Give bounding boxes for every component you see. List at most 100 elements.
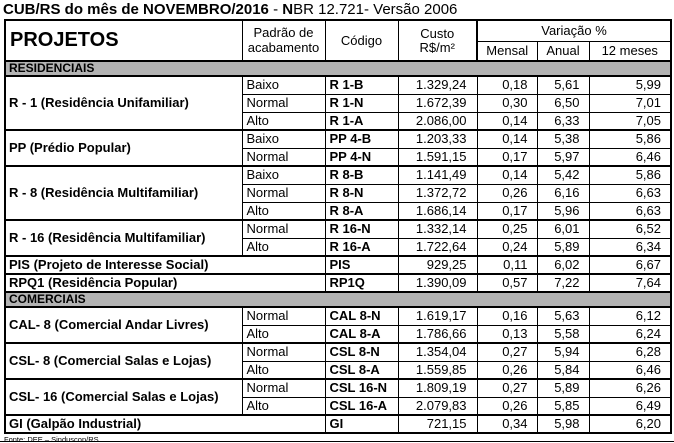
- padrao-cell: Normal: [241, 219, 326, 239]
- page-title: CUB/RS do mês de NOVEMBRO/2016 - NBR 12.…: [0, 0, 674, 19]
- codigo-cell: CSL 16-A: [324, 396, 399, 416]
- 12meses-cell: 5,86: [588, 165, 672, 185]
- codigo-cell: R 8-N: [324, 183, 399, 203]
- mensal-cell: 0,27: [476, 342, 538, 362]
- 12meses-cell: 6,63: [588, 183, 672, 203]
- padrao-cell: Alto: [241, 324, 326, 344]
- mensal-cell: 0,16: [476, 306, 538, 326]
- codigo-cell: PP 4-N: [324, 147, 399, 167]
- mensal-cell: 0,14: [476, 165, 538, 185]
- anual-cell: 5,84: [536, 360, 590, 380]
- custo-cell: 1.141,49: [397, 165, 478, 185]
- custo-cell: 1.559,85: [397, 360, 478, 380]
- anual-cell: 5,38: [536, 129, 590, 149]
- column-header-projetos: PROJETOS: [4, 19, 243, 62]
- codigo-cell: PIS: [324, 255, 399, 275]
- column-header-anual: Anual: [536, 40, 590, 62]
- project-name: R - 1 (Residência Unifamiliar): [4, 75, 243, 131]
- custo-cell: 1.686,14: [397, 201, 478, 221]
- codigo-cell: CAL 8-A: [324, 324, 399, 344]
- custo-cell: 2.079,83: [397, 396, 478, 416]
- column-header-mensal: Mensal: [476, 40, 538, 62]
- anual-cell: 5,58: [536, 324, 590, 344]
- padrao-cell: Alto: [241, 396, 326, 416]
- source-note: Fonte: DEE – Sinduscon/RS: [4, 435, 99, 443]
- codigo-cell: R 1-A: [324, 111, 399, 131]
- bottom-divider: [0, 441, 674, 442]
- table-row: R - 8 (Residência Multifamiliar) Baixo R…: [4, 165, 672, 221]
- table-row: Normal R 8-N 1.372,72 0,26 6,16 6,63: [5, 183, 672, 203]
- project-name: PP (Prédio Popular): [4, 129, 243, 167]
- codigo-cell: R 16-A: [324, 237, 399, 257]
- padrao-cell: Normal: [241, 342, 326, 362]
- codigo-cell: GI: [324, 414, 399, 434]
- project-name: CSL- 16 (Comercial Salas e Lojas): [4, 378, 243, 416]
- title-bold-n: N: [282, 1, 294, 18]
- mensal-cell: 0,24: [476, 237, 538, 257]
- project-name: RPQ1 (Residência Popular): [4, 273, 326, 293]
- title-regular-text: BR 12.721- Versão 2006: [293, 1, 458, 18]
- anual-cell: 5,63: [536, 306, 590, 326]
- mensal-cell: 0,11: [476, 255, 538, 275]
- custo-cell: 1.329,24: [397, 75, 478, 95]
- mensal-cell: 0,26: [476, 396, 538, 416]
- table-row: R - 16 (Residência Multifamiliar) Normal…: [4, 219, 672, 257]
- 12meses-cell: 6,34: [588, 237, 672, 257]
- table-row: R - 1 (Residência Unifamiliar) Baixo R 1…: [4, 75, 672, 131]
- table-header: PROJETOS Padrão de acabamento Código Cus…: [4, 19, 672, 62]
- custo-header-line1: Custo: [420, 25, 455, 41]
- custo-cell: 2.086,00: [397, 111, 478, 131]
- codigo-cell: RP1Q: [324, 273, 399, 293]
- anual-cell: 6,01: [536, 219, 590, 239]
- custo-cell: 1.203,33: [397, 129, 478, 149]
- table-row: Normal R 1-N 1.672,39 0,30 6,50 7,01: [5, 93, 672, 113]
- table-row: GI (Galpão Industrial) GI 721,15 0,34 5,…: [4, 414, 672, 434]
- anual-cell: 6,02: [536, 255, 590, 275]
- anual-cell: 5,85: [536, 396, 590, 416]
- section-label: RESIDENCIAIS: [4, 60, 672, 77]
- mensal-cell: 0,18: [476, 75, 538, 95]
- custo-cell: 1.390,09: [397, 273, 478, 293]
- table-row: Normal PP 4-N 1.591,15 0,17 5,97 6,46: [5, 147, 672, 167]
- column-header-variacao: Variação %: [475, 19, 672, 42]
- padrao-cell: Normal: [241, 183, 326, 203]
- table-row: RPQ1 (Residência Popular) RP1Q 1.390,09 …: [4, 273, 672, 293]
- 12meses-cell: 7,01: [588, 93, 672, 113]
- padrao-cell: Alto: [241, 360, 326, 380]
- column-header-codigo: Código: [324, 19, 399, 62]
- table-row: PIS (Projeto de Interesse Social) PIS 92…: [4, 255, 672, 275]
- mensal-cell: 0,25: [476, 219, 538, 239]
- 12meses-cell: 6,49: [588, 396, 672, 416]
- 12meses-cell: 5,86: [588, 129, 672, 149]
- project-name: R - 16 (Residência Multifamiliar): [4, 219, 243, 257]
- codigo-cell: CSL 16-N: [324, 378, 399, 398]
- custo-cell: 1.332,14: [397, 219, 478, 239]
- project-name: CSL- 8 (Comercial Salas e Lojas): [4, 342, 243, 380]
- anual-cell: 6,33: [536, 111, 590, 131]
- codigo-cell: R 1-B: [324, 75, 399, 95]
- custo-cell: 1.619,17: [397, 306, 478, 326]
- padrao-cell: Alto: [241, 111, 326, 131]
- 12meses-cell: 6,52: [588, 219, 672, 239]
- table-row: CSL- 8 (Comercial Salas e Lojas) Normal …: [4, 342, 672, 380]
- padrao-cell: Normal: [241, 147, 326, 167]
- padrao-cell: Alto: [241, 201, 326, 221]
- mensal-cell: 0,26: [476, 183, 538, 203]
- codigo-cell: CAL 8-N: [324, 306, 399, 326]
- custo-cell: 929,25: [397, 255, 478, 275]
- table-row: CAL- 8 (Comercial Andar Livres) Normal C…: [4, 306, 672, 344]
- padrao-cell: Alto: [241, 237, 326, 257]
- codigo-cell: R 1-N: [324, 93, 399, 113]
- project-name: CAL- 8 (Comercial Andar Livres): [4, 306, 243, 344]
- custo-cell: 1.354,04: [397, 342, 478, 362]
- codigo-cell: PP 4-B: [324, 129, 399, 149]
- 12meses-cell: 5,99: [588, 75, 672, 95]
- title-bold-text: CUB/RS do mês de NOVEMBRO/2016: [3, 1, 269, 18]
- custo-cell: 1.372,72: [397, 183, 478, 203]
- 12meses-cell: 6,20: [588, 414, 672, 434]
- padrao-cell: Normal: [241, 93, 326, 113]
- column-header-12meses: 12 meses: [588, 40, 672, 62]
- 12meses-cell: 6,28: [588, 342, 672, 362]
- table-row: PP (Prédio Popular) Baixo PP 4-B 1.203,3…: [4, 129, 672, 167]
